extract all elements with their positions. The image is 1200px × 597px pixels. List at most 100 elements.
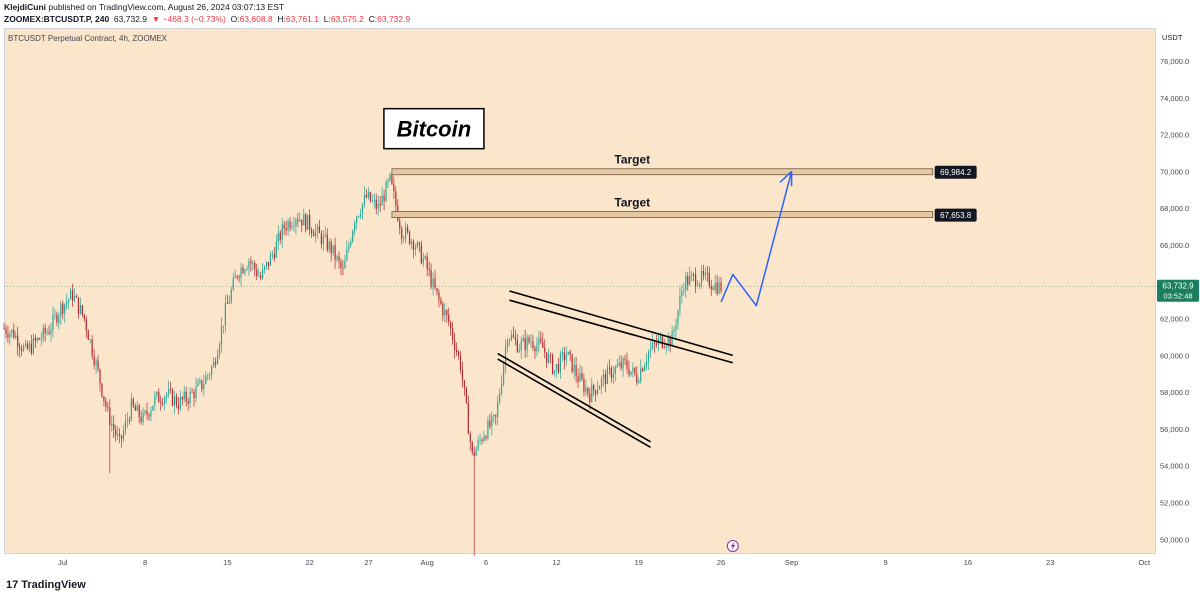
candle-body [181, 397, 183, 400]
target-price-value: 69,984.2 [940, 168, 972, 177]
candle-body [557, 364, 560, 373]
candle-body [205, 376, 207, 384]
candle-body [604, 374, 607, 384]
candle-body [473, 452, 475, 457]
candle-body [704, 272, 706, 276]
candle-body [493, 415, 495, 416]
candle-body [216, 355, 219, 364]
candle-body [105, 400, 107, 407]
candle-body [91, 339, 93, 356]
candle-body [322, 235, 324, 245]
candle-body [693, 274, 695, 276]
candle-body [336, 256, 338, 260]
wedge-trendline [509, 290, 734, 357]
candle-body [13, 329, 15, 338]
candle-body [426, 256, 428, 269]
candle-body [185, 391, 187, 402]
candle-body [618, 362, 620, 366]
candle-body [559, 353, 562, 373]
candle-body [183, 391, 185, 400]
candle-body [120, 435, 123, 439]
candle-body [75, 296, 78, 298]
candle-body [553, 369, 556, 374]
candle-body [171, 389, 174, 406]
tradingview-logo[interactable]: 17 TradingView [6, 579, 86, 591]
candle-body [244, 269, 246, 273]
candle-body [167, 389, 170, 395]
candle-body [291, 226, 293, 228]
candle-body [320, 233, 322, 245]
candle-body [68, 299, 70, 302]
projection-path [720, 171, 793, 307]
candle-body [318, 226, 321, 234]
candle-body [330, 241, 332, 253]
lightning-glyph-icon [730, 542, 736, 550]
candle-body [179, 397, 181, 409]
x-tick-label: 9 [884, 558, 888, 567]
candle-body [46, 332, 48, 334]
author-name[interactable]: KlejdiCuni [4, 2, 47, 12]
candle-body [467, 402, 469, 434]
tradingview-brand: TradingView [21, 579, 86, 591]
candle-body [42, 327, 44, 339]
high-label: H: [277, 14, 286, 24]
candle-body [606, 367, 609, 384]
candle-body [187, 401, 189, 404]
candle-body [175, 396, 178, 406]
candle-body [514, 337, 516, 340]
candle-body [663, 347, 665, 349]
candle-body [414, 247, 417, 250]
candle-body [373, 199, 375, 201]
candle-body [438, 292, 440, 300]
last-price-tag-value: 63,732.9 [1162, 282, 1194, 291]
candle-body [575, 365, 577, 376]
candle-body [7, 333, 9, 338]
candle-body [589, 393, 591, 403]
candle-body [166, 394, 168, 398]
candle-body [340, 261, 342, 268]
candle-body [610, 367, 612, 378]
candle-body [281, 224, 283, 241]
x-tick-label: Jul [58, 558, 68, 567]
candle-body [169, 389, 172, 390]
candle-body [220, 326, 223, 345]
candle-body [436, 288, 438, 293]
candle-body [685, 276, 687, 290]
candle-body [87, 330, 89, 340]
candle-body [646, 361, 648, 366]
candle-body [365, 194, 368, 198]
candle-body [248, 261, 250, 269]
candle-body [189, 391, 191, 404]
y-tick-label: 72,000.0 [1160, 131, 1189, 140]
candle-body [309, 214, 311, 230]
candle-body [64, 304, 66, 314]
candle-body [263, 266, 266, 270]
candle-body [24, 343, 27, 346]
x-tick-label: Oct [1138, 558, 1151, 567]
x-tick-label: 16 [964, 558, 972, 567]
candle-body [115, 429, 117, 436]
candle-body [352, 230, 354, 242]
candle-body [532, 341, 534, 348]
y-tick-label: 54,000.0 [1160, 462, 1189, 471]
candle-body [608, 367, 610, 369]
candle-body [93, 355, 95, 366]
candle-body [71, 290, 74, 301]
candle-body [444, 310, 446, 316]
candle-body [52, 314, 54, 330]
candle-body [50, 329, 52, 334]
candle-body [636, 373, 638, 383]
candle-body [485, 436, 487, 439]
chart-pane[interactable] [4, 28, 1156, 554]
candle-body [303, 214, 305, 226]
candle-body [551, 355, 554, 374]
published-text: published on TradingView.com, August 26,… [48, 2, 285, 12]
candle-body [471, 441, 473, 453]
wedge-trendline [509, 299, 734, 364]
candle-body [150, 410, 152, 417]
candle-body [224, 303, 226, 326]
y-tick-label: 68,000.0 [1160, 204, 1189, 213]
open-value: 63,608.8 [239, 14, 273, 24]
candle-body [113, 424, 115, 430]
